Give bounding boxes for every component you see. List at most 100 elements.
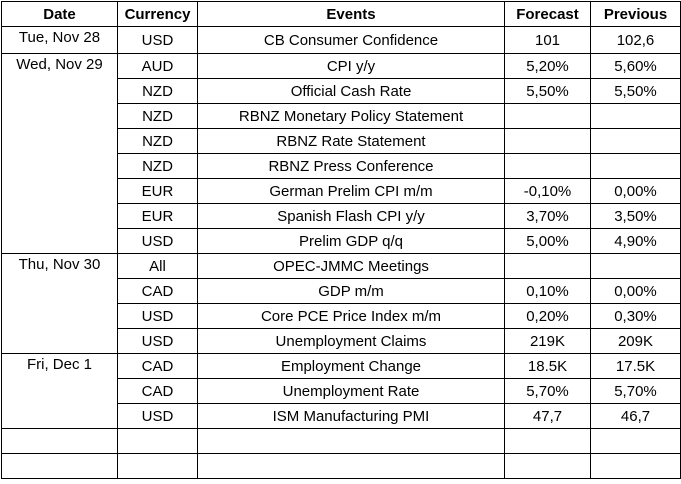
previous-cell: 0,00% [590,178,681,204]
table-row: USD Core PCE Price Index m/m 0,20% 0,30% [2,303,681,329]
forecast-cell: 5,50% [504,78,591,104]
header-forecast: Forecast [504,1,591,27]
currency-cell: AUD [117,53,198,79]
table-row: NZD RBNZ Monetary Policy Statement [2,103,681,129]
currency-cell: USD [117,328,198,354]
forecast-cell: 101 [504,26,591,54]
empty-cell [1,453,118,479]
currency-cell: USD [117,26,198,54]
currency-cell: CAD [117,353,198,379]
event-cell: Spanish Flash CPI y/y [197,203,505,229]
event-cell: RBNZ Rate Statement [197,128,505,154]
forecast-cell: 219K [504,328,591,354]
empty-cell [117,428,198,454]
currency-cell: All [117,253,198,279]
forecast-cell: 3,70% [504,203,591,229]
previous-cell: 0,30% [590,303,681,329]
table-row: NZD RBNZ Rate Statement [2,128,681,154]
date-cell: Tue, Nov 28 [1,26,118,54]
empty-cell [504,453,591,479]
event-cell: Prelim GDP q/q [197,228,505,254]
currency-cell: NZD [117,128,198,154]
forecast-cell: -0,10% [504,178,591,204]
previous-cell [590,128,681,154]
currency-cell: EUR [117,178,198,204]
event-cell: CB Consumer Confidence [197,26,505,54]
table-row: Fri, Dec 1 CAD Employment Change 18.5K 17.5K [1,353,681,429]
forecast-cell: 0,20% [504,303,591,329]
empty-cell [504,428,591,454]
event-cell: OPEC-JMMC Meetings [197,253,505,279]
currency-cell: EUR [117,203,198,229]
currency-cell: NZD [117,103,198,129]
empty-cell [590,428,681,454]
date-cell: Fri, Dec 1 [1,353,118,429]
event-cell: Unemployment Claims [197,328,505,354]
forecast-cell [504,153,591,179]
empty-row [1,453,681,479]
empty-row [1,428,681,454]
header-events: Events [197,1,505,27]
previous-cell [590,153,681,179]
empty-cell [590,453,681,479]
previous-cell [590,103,681,129]
previous-cell: 5,60% [590,53,681,79]
currency-cell: USD [117,403,198,429]
forecast-cell [504,253,591,279]
forecast-cell: 5,20% [504,53,591,79]
currency-cell: CAD [117,378,198,404]
currency-cell: NZD [117,78,198,104]
empty-cell [197,453,505,479]
table-row: EUR German Prelim CPI m/m -0,10% 0,00% [2,178,681,204]
empty-cell [1,428,118,454]
currency-cell: USD [117,303,198,329]
previous-cell: 3,50% [590,203,681,229]
forecast-cell: 5,70% [504,378,591,404]
currency-cell: NZD [117,153,198,179]
event-cell: ISM Manufacturing PMI [197,403,505,429]
previous-cell: 0,00% [590,278,681,304]
previous-cell: 5,50% [590,78,681,104]
currency-cell: USD [117,228,198,254]
event-cell: German Prelim CPI m/m [197,178,505,204]
event-cell: Core PCE Price Index m/m [197,303,505,329]
previous-cell [590,253,681,279]
table-row: Tue, Nov 28 USD CB Consumer Confidence 101 1… [1,26,681,54]
previous-cell: 102,6 [590,26,681,54]
forecast-cell [504,103,591,129]
event-cell: Official Cash Rate [197,78,505,104]
previous-cell: 46,7 [590,403,681,429]
table-body: Tue, Nov 28 USD CB Consumer Confidence 101 1… [1,26,681,479]
table-row: EUR Spanish Flash CPI y/y 3,70% 3,50% [2,203,681,229]
event-cell: CPI y/y [197,53,505,79]
currency-cell: CAD [117,278,198,304]
header-row: Date Currency Events Forecast Previous [1,1,681,27]
table-row: NZD Official Cash Rate 5,50% 5,50% [2,78,681,104]
forecast-cell: 0,10% [504,278,591,304]
header-previous: Previous [590,1,681,27]
previous-cell: 209K [590,328,681,354]
event-cell: Employment Change [197,353,505,379]
table-row: Thu, Nov 30 All OPEC-JMMC Meetings [1,253,681,354]
table-row: USD Unemployment Claims 219K 209K [2,328,681,354]
previous-cell: 5,70% [590,378,681,404]
header-date: Date [1,1,118,27]
event-cell: Unemployment Rate [197,378,505,404]
table-row: CAD Unemployment Rate 5,70% 5,70% [2,378,681,404]
date-cell: Thu, Nov 30 [1,253,118,354]
previous-cell: 17.5K [590,353,681,379]
empty-cell [197,428,505,454]
header-currency: Currency [117,1,198,27]
previous-cell: 4,90% [590,228,681,254]
table-row: NZD RBNZ Press Conference [2,153,681,179]
forecast-cell [504,128,591,154]
forecast-cell: 5,00% [504,228,591,254]
event-cell: RBNZ Press Conference [197,153,505,179]
empty-cell [117,453,198,479]
forecast-cell: 47,7 [504,403,591,429]
table-row: Wed, Nov 29 AUD CPI y/y 5,20% 5,60% [1,53,681,254]
date-cell: Wed, Nov 29 [1,53,118,254]
forecast-cell: 18.5K [504,353,591,379]
event-cell: RBNZ Monetary Policy Statement [197,103,505,129]
